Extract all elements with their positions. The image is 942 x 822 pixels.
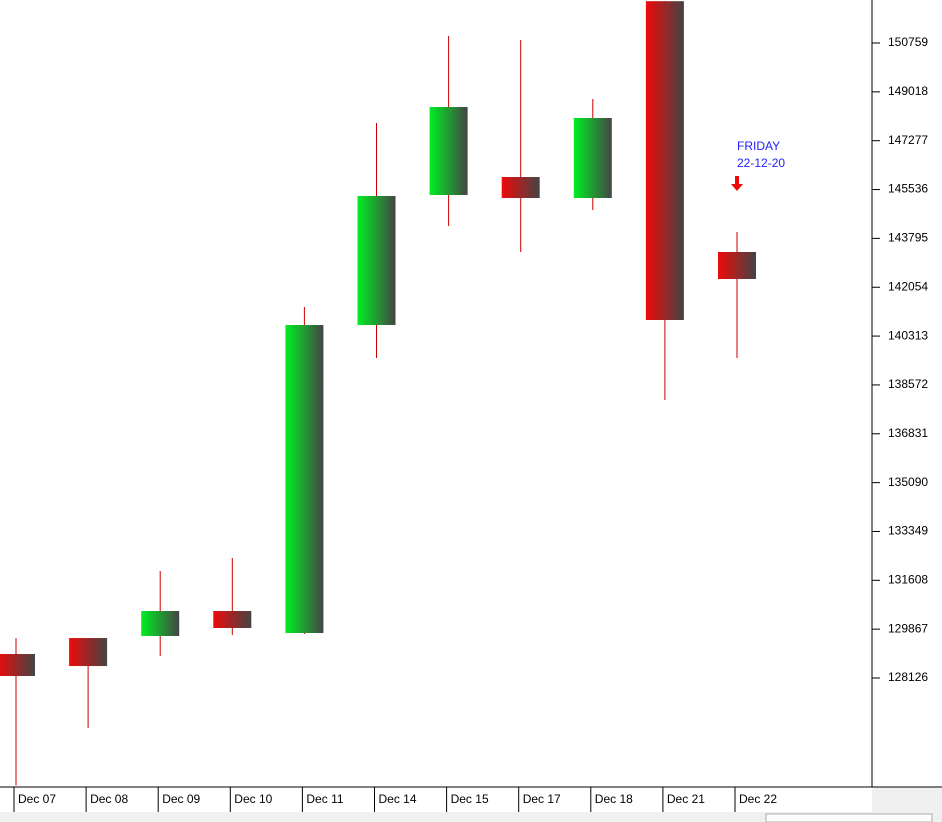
candle-body (69, 638, 108, 667)
x-tick-label: Dec 21 (667, 792, 705, 806)
x-tick-label: Dec 22 (739, 792, 777, 806)
y-tick-label: 140313 (888, 328, 928, 342)
y-tick-label: 149018 (888, 84, 928, 98)
x-tick-label: Dec 10 (234, 792, 272, 806)
y-tick-label: 131608 (888, 572, 928, 586)
scrollbar[interactable] (765, 813, 933, 822)
annotation-arrow (731, 176, 743, 192)
x-tick-label: Dec 11 (306, 792, 343, 806)
candle-body (0, 654, 35, 677)
x-tick-label: Dec 15 (451, 792, 489, 806)
y-tick-label: 142054 (888, 279, 928, 293)
candle-body (645, 1, 684, 321)
x-tick-label: Dec 07 (18, 792, 56, 806)
y-tick-label: 147277 (888, 133, 928, 147)
annotation: 22-12-20 (737, 156, 785, 170)
y-tick-label: 138572 (888, 377, 928, 391)
x-tick-label: Dec 17 (523, 792, 561, 806)
y-tick-label: 133349 (888, 524, 928, 538)
x-label-band (0, 787, 872, 812)
candle-body (285, 325, 324, 634)
candle-body (213, 611, 252, 629)
candle-body (141, 611, 180, 637)
annotation: FRIDAY (737, 139, 780, 153)
candle-body (501, 177, 540, 199)
candle-body (573, 118, 612, 199)
x-tick-label: Dec 18 (595, 792, 633, 806)
y-tick-label: 129867 (888, 621, 928, 635)
x-tick-label: Dec 09 (162, 792, 200, 806)
x-tick-label: Dec 08 (90, 792, 128, 806)
y-tick-label: 150759 (888, 35, 928, 49)
y-tick-label: 143795 (888, 231, 928, 245)
candle-body (718, 251, 756, 280)
candle-body (429, 107, 468, 196)
candle-body (357, 195, 396, 326)
y-tick-label: 136831 (888, 426, 928, 440)
y-tick-label: 135090 (888, 475, 928, 489)
y-tick-label: 145536 (888, 182, 928, 196)
x-tick-label: Dec 14 (379, 792, 417, 806)
y-tick-label: 128126 (888, 670, 928, 684)
